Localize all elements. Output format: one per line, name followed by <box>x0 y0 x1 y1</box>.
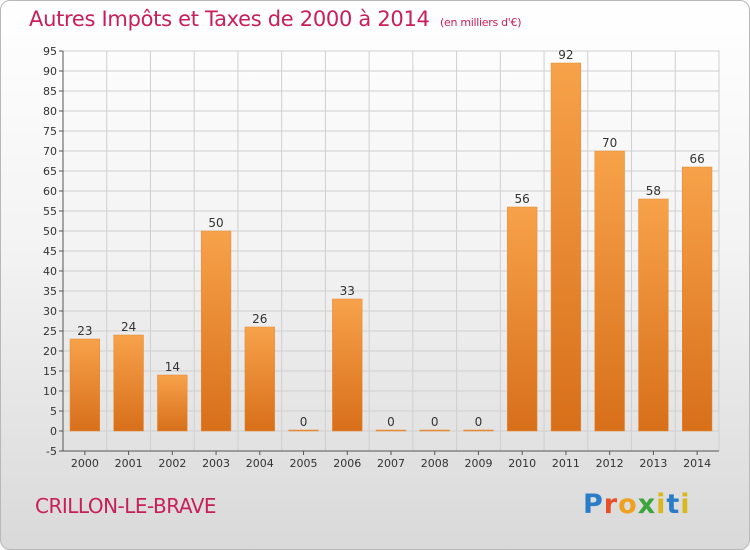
y-tick-label: 5 <box>50 405 57 418</box>
y-tick-label: 75 <box>43 125 57 138</box>
bar-2003 <box>200 230 232 432</box>
y-tick-label: 45 <box>43 245 57 258</box>
data-label-2005: 0 <box>300 415 308 429</box>
commune-name: CRILLON-LE-BRAVE <box>35 494 217 518</box>
y-tick-label: 85 <box>43 85 57 98</box>
x-tick-label-2009: 2009 <box>464 457 492 470</box>
chart-title: Autres Impôts et Taxes de 2000 à 2014 (e… <box>29 7 521 31</box>
data-label-2012: 70 <box>602 136 617 150</box>
data-label-2000: 23 <box>77 324 92 338</box>
x-tick-label-2001: 2001 <box>115 457 143 470</box>
bar-2004 <box>244 326 275 432</box>
bar-2001 <box>113 334 144 432</box>
y-tick-label: 10 <box>43 385 57 398</box>
x-tick-label-2010: 2010 <box>508 457 536 470</box>
y-tick-label: 20 <box>43 345 57 358</box>
data-label-2009: 0 <box>475 415 483 429</box>
y-tick-labels: -5 0 5 10 15 20 25 30 35 40 45 50 55 60 65 70 75 80 85 90 95 <box>43 45 57 458</box>
data-label-2013: 58 <box>646 184 661 198</box>
x-tick-label-2008: 2008 <box>421 457 449 470</box>
y-tick-label: 25 <box>43 325 57 338</box>
bar-2005 <box>288 429 319 432</box>
proxiti-logo: Proxiti <box>583 489 691 520</box>
data-label-2001: 24 <box>121 320 136 334</box>
x-tick-label-2014: 2014 <box>683 457 711 470</box>
x-tick-label-2011: 2011 <box>552 457 580 470</box>
x-tick-label-2002: 2002 <box>158 457 186 470</box>
x-tick-label-2005: 2005 <box>290 457 318 470</box>
y-tick-label: 55 <box>43 205 57 218</box>
y-tick-label: 90 <box>43 65 57 78</box>
y-tick-label: 15 <box>43 365 57 378</box>
x-tick-label-2012: 2012 <box>596 457 624 470</box>
data-label-2011: 92 <box>558 48 573 62</box>
data-label-2002: 14 <box>165 360 180 374</box>
y-tick-label: 35 <box>43 285 57 298</box>
y-tick-label: 70 <box>43 145 57 158</box>
bar-2002 <box>157 374 188 432</box>
axes <box>59 50 719 455</box>
x-tick-label-2006: 2006 <box>333 457 361 470</box>
y-tick-label: 40 <box>43 265 57 278</box>
y-tick-label: 80 <box>43 105 57 118</box>
y-tick-label: 60 <box>43 185 57 198</box>
y-tick-label: 50 <box>43 225 57 238</box>
bar-2012 <box>594 150 625 432</box>
data-label-2004: 26 <box>252 312 267 326</box>
bar-2009 <box>463 429 494 432</box>
bar-2010 <box>507 206 538 432</box>
bar-2006 <box>332 298 363 432</box>
bar-2014 <box>682 166 713 432</box>
chart-title-text: Autres Impôts et Taxes de 2000 à 2014 <box>29 7 430 31</box>
data-label-2014: 66 <box>689 152 704 166</box>
data-label-2008: 0 <box>431 415 439 429</box>
bar-2013 <box>638 198 669 432</box>
data-label-2010: 56 <box>515 192 530 206</box>
x-tick-label-2007: 2007 <box>377 457 405 470</box>
x-tick-label-2013: 2013 <box>639 457 667 470</box>
data-label-2007: 0 <box>387 415 395 429</box>
x-tick-label-2000: 2000 <box>71 457 99 470</box>
y-tick-label: 95 <box>43 45 57 58</box>
y-tick-label: 0 <box>50 425 57 438</box>
x-tick-labels: 2000 2001 2002 2003 2004 2005 2006 2007 2008 2009… <box>71 457 711 470</box>
bar-2011 <box>550 62 582 432</box>
x-tick-label-2004: 2004 <box>246 457 274 470</box>
data-label-2006: 33 <box>340 284 355 298</box>
data-labels: 23 24 14 50 26 0 33 0 0 0 56 92 70 58 66 <box>77 48 705 429</box>
bars <box>69 62 713 432</box>
y-tick-label: 30 <box>43 305 57 318</box>
chart-unit-label: (en milliers d'€) <box>440 16 522 29</box>
y-tick-label: -5 <box>46 445 57 458</box>
bar-2007 <box>375 429 407 432</box>
data-label-2003: 50 <box>208 216 223 230</box>
bar-2008 <box>419 429 450 432</box>
x-tick-label-2003: 2003 <box>202 457 230 470</box>
y-tick-label: 65 <box>43 165 57 178</box>
bar-2000 <box>69 338 100 432</box>
